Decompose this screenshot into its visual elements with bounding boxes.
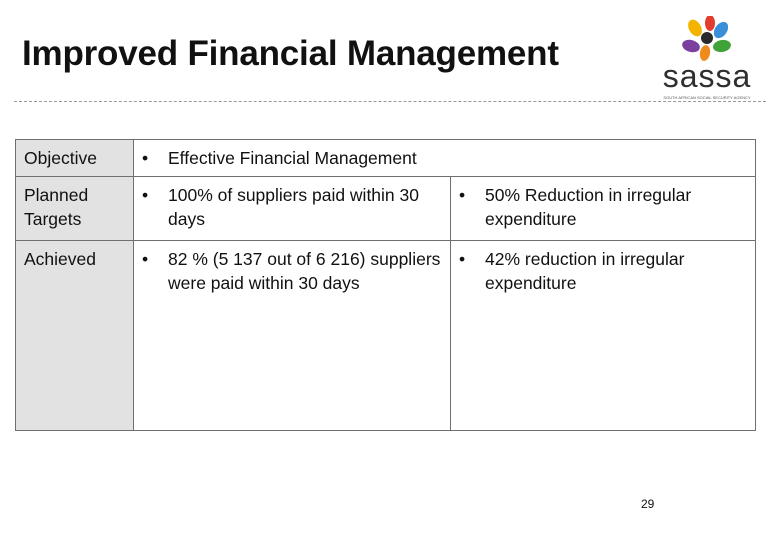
planned-target-text: 50% Reduction in irregular expenditure	[485, 185, 692, 229]
bullet: •	[142, 148, 149, 168]
table-cell: • 100% of suppliers paid within 30 days	[133, 176, 451, 241]
planned-target-text: 100% of suppliers paid within 30 days	[168, 185, 419, 229]
table-cell: • 50% Reduction in irregular expenditure	[450, 176, 756, 241]
list-item: • 82 % (5 137 out of 6 216) suppliers we…	[142, 247, 442, 295]
list-item: • Effective Financial Management	[142, 146, 747, 170]
table-row: Achieved • 82 % (5 137 out of 6 216) sup…	[15, 240, 756, 431]
logo-wordmark: sassa	[662, 58, 752, 94]
list-item: • 42% reduction in irregular expenditure	[459, 247, 747, 295]
list-item: • 50% Reduction in irregular expenditure	[459, 183, 747, 231]
bullet: •	[142, 249, 149, 269]
objective-text: Effective Financial Management	[168, 148, 417, 168]
page-number: 29	[641, 497, 655, 511]
table-row: Planned Targets • 100% of suppliers paid…	[15, 176, 756, 241]
list-item: • 100% of suppliers paid within 30 days	[142, 183, 442, 231]
sassa-logo: sassa SOUTH AFRICAN SOCIAL SECURITY AGEN…	[655, 16, 759, 108]
sassa-hands-logo-icon	[682, 16, 731, 61]
logo-tagline: SOUTH AFRICAN SOCIAL SECURITY AGENCY	[663, 95, 751, 100]
row-label: Achieved	[15, 240, 134, 431]
bullet: •	[142, 185, 149, 205]
targets-table: Objective • Effective Financial Manageme…	[15, 139, 756, 431]
achieved-text: 42% reduction in irregular expenditure	[485, 249, 685, 293]
table-cell: • Effective Financial Management	[133, 139, 756, 177]
row-label: Objective	[15, 139, 134, 177]
page-title: Improved Financial Management	[22, 34, 559, 73]
table-cell: • 82 % (5 137 out of 6 216) suppliers we…	[133, 240, 451, 431]
title-divider	[14, 101, 766, 102]
achieved-text: 82 % (5 137 out of 6 216) suppliers were…	[168, 249, 441, 293]
row-label: Planned Targets	[15, 176, 134, 241]
bullet: •	[459, 249, 466, 269]
table-row: Objective • Effective Financial Manageme…	[15, 139, 756, 177]
bullet: •	[459, 185, 466, 205]
table-cell: • 42% reduction in irregular expenditure	[450, 240, 756, 431]
